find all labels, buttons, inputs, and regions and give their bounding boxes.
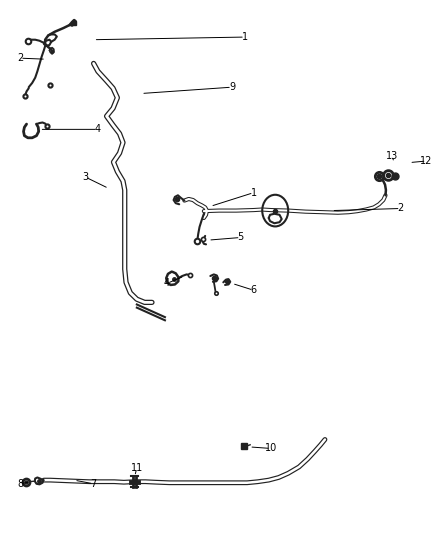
Text: 4: 4 (95, 124, 101, 134)
Text: 3: 3 (82, 172, 88, 182)
Text: 8: 8 (17, 479, 23, 489)
Text: 7: 7 (91, 479, 97, 489)
Text: 13: 13 (386, 151, 398, 161)
Text: 2: 2 (17, 53, 23, 63)
Text: 2: 2 (398, 204, 404, 214)
Text: 5: 5 (237, 232, 244, 243)
Text: 11: 11 (131, 463, 143, 473)
Text: 12: 12 (420, 156, 433, 166)
Text: 1: 1 (251, 188, 257, 198)
Text: 10: 10 (265, 443, 277, 454)
Text: 6: 6 (251, 285, 257, 295)
Text: 9: 9 (229, 82, 235, 92)
Text: 1: 1 (242, 32, 248, 42)
Text: 4: 4 (164, 278, 170, 288)
